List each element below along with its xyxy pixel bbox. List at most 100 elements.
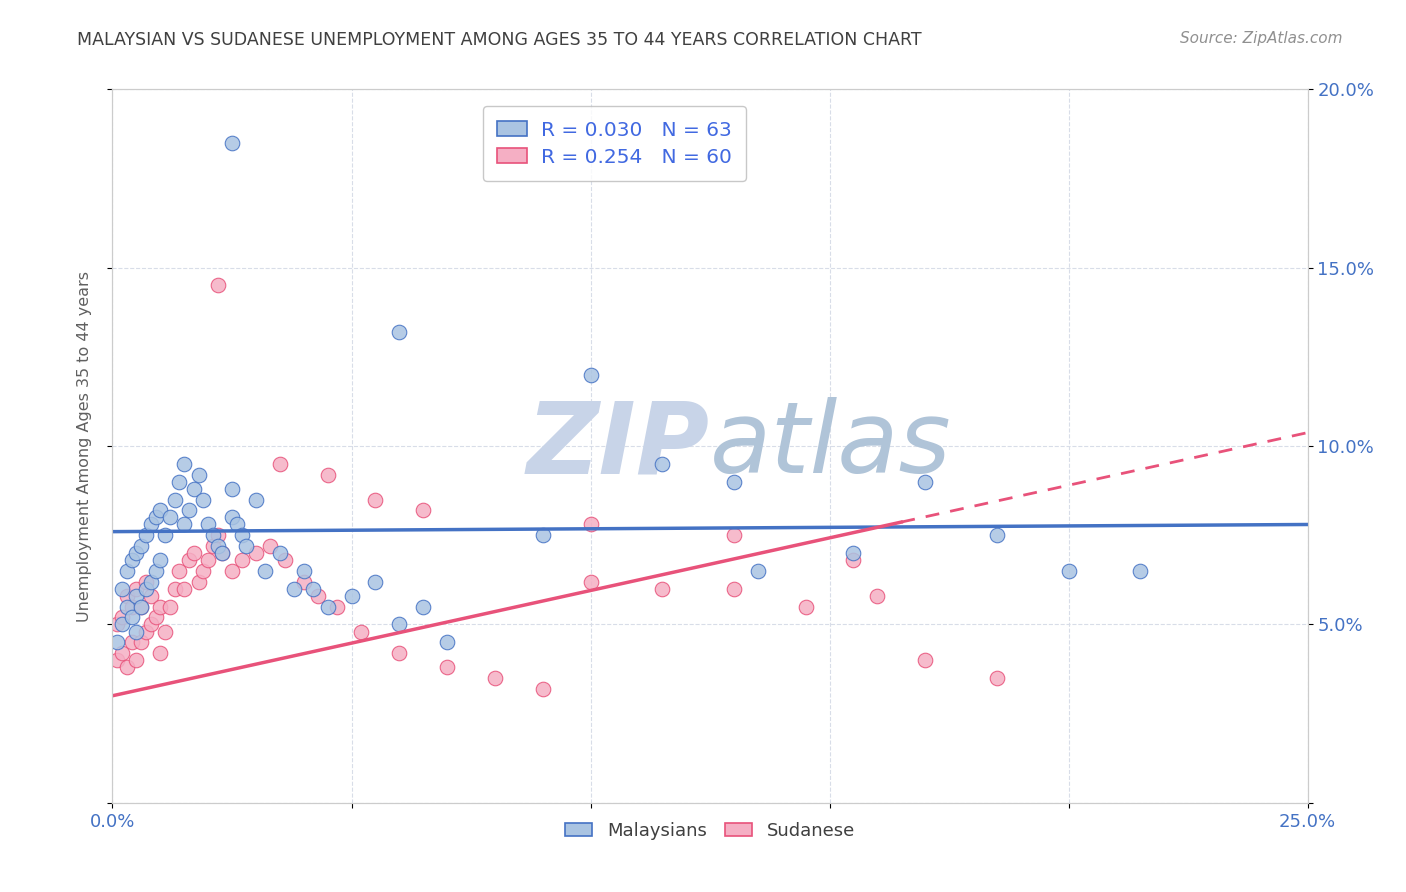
Point [231,528,253,542]
Point [111,617,134,632]
Point [412,599,434,614]
Point [842,553,865,567]
Point [986,528,1008,542]
Legend: Malaysians, Sudanese: Malaysians, Sudanese [558,815,862,847]
Text: atlas: atlas [710,398,952,494]
Point [145,610,167,624]
Point [221,482,243,496]
Point [651,582,673,596]
Point [350,624,373,639]
Point [579,368,602,382]
Point [579,574,602,589]
Point [169,564,191,578]
Point [254,564,277,578]
Point [149,553,172,567]
Point [436,635,458,649]
Point [145,510,167,524]
Point [121,635,143,649]
Point [436,660,458,674]
Point [159,599,181,614]
Point [177,503,200,517]
Point [139,517,162,532]
Point [149,646,172,660]
Point [326,599,349,614]
Point [269,546,291,560]
Point [914,475,936,489]
Point [139,617,162,632]
Point [307,589,329,603]
Point [225,517,247,532]
Point [135,582,157,596]
Point [364,492,387,507]
Point [149,503,172,517]
Point [121,599,143,614]
Point [105,653,128,667]
Point [145,564,167,578]
Point [111,610,134,624]
Point [177,553,200,567]
Point [794,599,817,614]
Point [207,539,229,553]
Point [723,582,745,596]
Point [245,492,267,507]
Point [221,564,243,578]
Point [121,610,143,624]
Text: MALAYSIAN VS SUDANESE UNEMPLOYMENT AMONG AGES 35 TO 44 YEARS CORRELATION CHART: MALAYSIAN VS SUDANESE UNEMPLOYMENT AMONG… [77,31,922,49]
Point [115,599,138,614]
Point [651,457,673,471]
Point [211,546,233,560]
Point [193,492,215,507]
Point [388,325,411,339]
Point [914,653,936,667]
Point [292,574,315,589]
Point [135,624,157,639]
Point [135,574,157,589]
Point [221,510,243,524]
Point [201,539,224,553]
Point [183,482,205,496]
Point [135,528,157,542]
Point [531,528,554,542]
Point [111,646,134,660]
Point [388,646,411,660]
Point [129,599,152,614]
Point [187,467,209,482]
Point [125,589,148,603]
Point [111,582,134,596]
Point [579,517,602,532]
Point [105,617,128,632]
Point [163,492,186,507]
Point [201,528,224,542]
Point [207,528,229,542]
Point [173,582,195,596]
Point [163,582,186,596]
Point [125,546,148,560]
Point [484,671,506,685]
Point [364,574,387,589]
Point [173,457,195,471]
Point [125,582,148,596]
Point [211,546,233,560]
Point [231,553,253,567]
Point [986,671,1008,685]
Point [153,528,176,542]
Point [149,599,172,614]
Point [273,553,295,567]
Point [316,599,339,614]
Point [842,546,865,560]
Point [531,681,554,696]
Point [283,582,305,596]
Point [183,546,205,560]
Y-axis label: Unemployment Among Ages 35 to 44 years: Unemployment Among Ages 35 to 44 years [77,270,91,622]
Point [747,564,769,578]
Point [105,635,128,649]
Point [207,278,229,293]
Text: Source: ZipAtlas.com: Source: ZipAtlas.com [1180,31,1343,46]
Point [193,564,215,578]
Point [125,653,148,667]
Point [125,624,148,639]
Point [129,599,152,614]
Point [187,574,209,589]
Point [139,589,162,603]
Point [139,574,162,589]
